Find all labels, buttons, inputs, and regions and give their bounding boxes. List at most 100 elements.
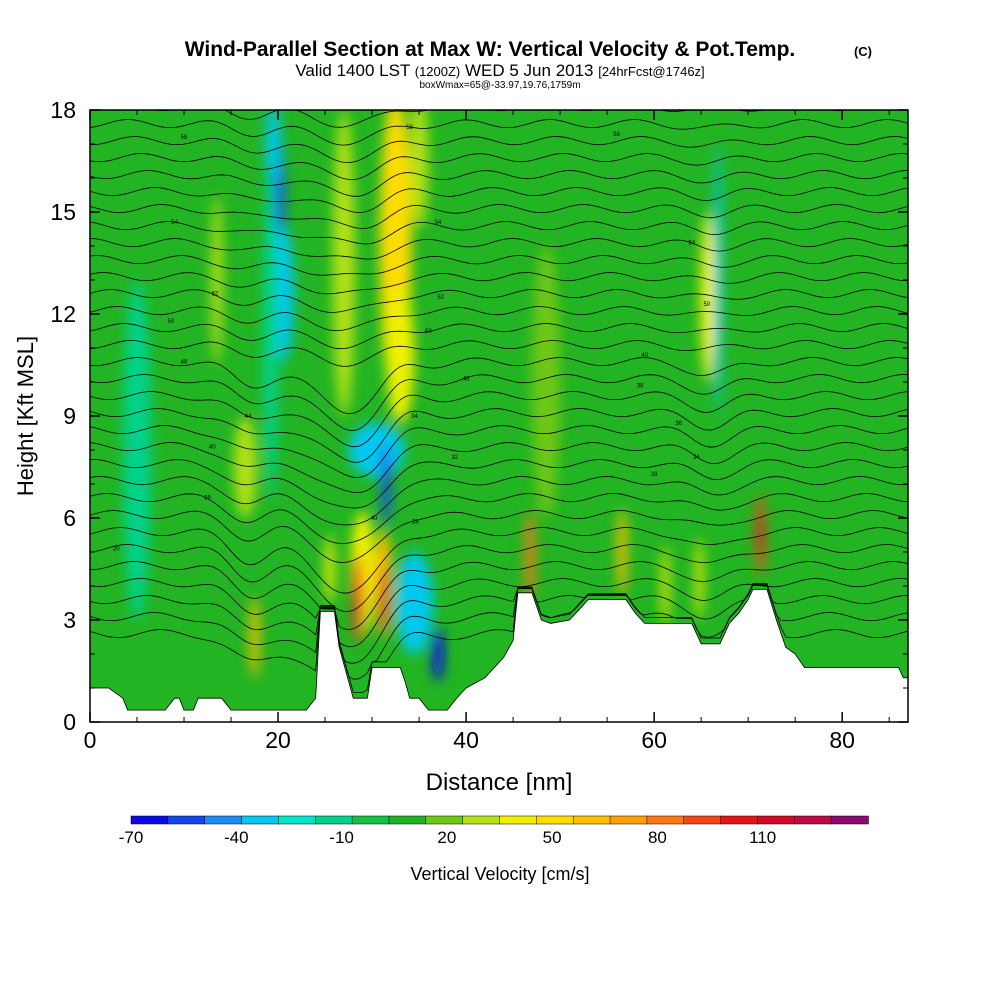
contour-label-3: 54 bbox=[171, 220, 178, 226]
isentrope-2 bbox=[90, 584, 908, 664]
colorbar-bin-8 bbox=[425, 815, 464, 825]
contour-label-14: 38 bbox=[637, 383, 644, 389]
isentrope-10 bbox=[90, 459, 908, 509]
colorbar-tick-label-6: 110 bbox=[749, 828, 776, 847]
contour-label-24: 28 bbox=[412, 519, 419, 525]
velocity-cell-8 bbox=[386, 286, 415, 423]
colorbar-label: Vertical Velocity [cm/s] bbox=[410, 864, 589, 884]
x-tick-label-2: 40 bbox=[453, 727, 479, 753]
colorbar-bin-1 bbox=[167, 815, 206, 825]
colorbar-bin-17 bbox=[757, 815, 796, 825]
colorbar-bin-2 bbox=[204, 815, 243, 825]
colorbar-bin-7 bbox=[388, 815, 427, 825]
velocity-cell-14 bbox=[355, 586, 363, 641]
contour-label-16: 34 bbox=[411, 414, 418, 420]
velocity-cell-19 bbox=[249, 596, 260, 678]
velocity-cell-23 bbox=[661, 545, 670, 627]
velocity-cell-25 bbox=[700, 212, 716, 382]
isentrope-25 bbox=[90, 204, 908, 229]
isentrope-3 bbox=[90, 578, 908, 648]
velocity-cell-21 bbox=[525, 511, 535, 600]
subtitle-date: WED 5 Jun 2013 bbox=[465, 61, 594, 80]
contour-label-4: 54 bbox=[435, 220, 442, 226]
colorbar-bin-4 bbox=[278, 815, 316, 825]
isentrope-9 bbox=[90, 476, 908, 526]
colorbar-bin-3 bbox=[241, 815, 280, 825]
colorbar-bin-5 bbox=[315, 815, 353, 825]
velocity-cell-2 bbox=[263, 161, 279, 501]
velocity-cell-20 bbox=[325, 535, 335, 603]
chart-note: boxWmax=65@-33.97,19.76,1759m bbox=[419, 80, 580, 91]
contour-label-9: 50 bbox=[168, 319, 175, 325]
contour-labels: 58 58 58 54 54 54 52 52 50 50 50 40 48 46 38 44 34 36 40 32… bbox=[113, 125, 711, 553]
contour-label-19: 32 bbox=[451, 455, 458, 461]
velocity-cell-22 bbox=[617, 507, 627, 597]
subtitle-forecast: [24hrFcst@1746z] bbox=[598, 64, 704, 79]
velocity-cell-24 bbox=[695, 538, 704, 620]
contour-label-15: 44 bbox=[245, 414, 252, 420]
x-tick-label-4: 80 bbox=[829, 727, 855, 753]
y-tick-label-1: 3 bbox=[63, 607, 76, 633]
velocity-cell-16 bbox=[379, 565, 388, 634]
isentrope-29 bbox=[90, 136, 908, 164]
isentrope-14 bbox=[90, 391, 908, 448]
contour-label-0: 58 bbox=[181, 135, 188, 141]
isentrope-22 bbox=[90, 255, 908, 276]
colorbar-bin-18 bbox=[794, 815, 832, 825]
isentrope-26 bbox=[90, 187, 908, 214]
isentrope-30 bbox=[90, 119, 908, 146]
isentrope-16 bbox=[90, 357, 908, 415]
velocity-cell-17 bbox=[395, 552, 434, 654]
potential-temperature-contours bbox=[90, 110, 908, 693]
contour-label-21: 28 bbox=[651, 472, 658, 478]
isentrope-13 bbox=[90, 408, 908, 463]
velocity-cell-6 bbox=[332, 110, 356, 416]
isentrope-21 bbox=[90, 272, 908, 295]
contour-label-13: 46 bbox=[463, 377, 470, 383]
isentrope-27 bbox=[90, 170, 908, 197]
y-tick-label-5: 15 bbox=[50, 199, 76, 225]
colorbar-bin-16 bbox=[720, 815, 759, 825]
isentrope-4 bbox=[90, 561, 908, 631]
y-tick-label-4: 12 bbox=[50, 301, 76, 327]
x-axis-label: Distance [nm] bbox=[426, 769, 573, 796]
colorbar-ticks: -70 -40 -10 20 50 80 110 bbox=[119, 828, 777, 847]
colorbar-tick-label-2: -10 bbox=[329, 828, 354, 847]
isentrope-20 bbox=[90, 289, 908, 313]
x-tick-label-1: 20 bbox=[265, 727, 291, 753]
isentrope-11 bbox=[90, 442, 908, 494]
isentrope-19 bbox=[90, 306, 908, 332]
chart-subtitle: Valid 1400 LST (1200Z) WED 5 Jun 2013 [2… bbox=[295, 61, 704, 80]
chart-title: Wind-Parallel Section at Max W: Vertical… bbox=[185, 38, 796, 61]
colorbar-bin-6 bbox=[351, 815, 390, 825]
y-tick-label-3: 9 bbox=[63, 403, 76, 429]
colorbar-tick-label-1: -40 bbox=[224, 828, 249, 847]
y-tick-label-6: 18 bbox=[50, 97, 76, 123]
chart-title-mark: (C) bbox=[854, 44, 872, 59]
x-tick-label-3: 60 bbox=[641, 727, 667, 753]
isentrope-5 bbox=[90, 544, 908, 612]
colorbar-tick-label-5: 80 bbox=[648, 828, 667, 847]
colorbar-tick-label-4: 50 bbox=[543, 828, 562, 847]
velocity-cell-28 bbox=[757, 514, 764, 556]
x-axis: 0 20 40 60 80 bbox=[84, 110, 890, 753]
contour-label-23: 40 bbox=[371, 516, 378, 522]
velocity-cell-3 bbox=[265, 110, 281, 185]
velocity-cell-18 bbox=[432, 626, 444, 682]
isentrope-12 bbox=[90, 425, 908, 479]
contour-label-18: 40 bbox=[209, 445, 216, 451]
contour-label-2: 58 bbox=[613, 132, 620, 138]
colorbar-bin-10 bbox=[499, 815, 538, 825]
contour-label-25: 20 bbox=[113, 547, 120, 553]
isentrope-17 bbox=[90, 340, 908, 367]
contour-label-12: 48 bbox=[181, 360, 188, 366]
colorbar-bin-15 bbox=[683, 815, 722, 825]
x-tick-label-0: 0 bbox=[84, 727, 97, 753]
subtitle-valid: Valid 1400 LST bbox=[295, 61, 410, 80]
plot-area: 58 58 58 54 54 54 52 52 50 50 50 40 48 46 38 44 34 36 40 32… bbox=[90, 110, 908, 722]
isentrope-24 bbox=[90, 221, 908, 245]
colorbar-tick-label-0: -70 bbox=[119, 828, 144, 847]
colorbar-tick-label-3: 20 bbox=[437, 828, 456, 847]
